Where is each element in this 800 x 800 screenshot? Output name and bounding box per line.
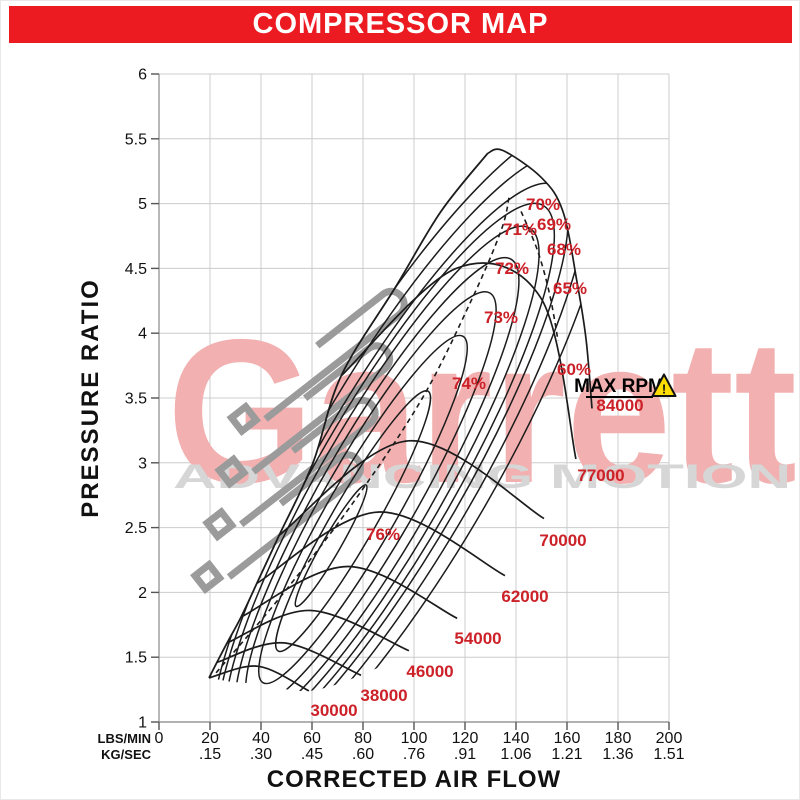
x-tick-label-lbs: 160 (554, 730, 581, 747)
speed-label: 77000 (577, 466, 624, 485)
efficiency-label: 74% (452, 374, 486, 393)
speed-label: 62000 (501, 587, 548, 606)
speed-line-38000 (216, 642, 362, 677)
y-tick-label: 2 (138, 585, 147, 602)
gridlines (158, 73, 670, 723)
efficiency-label: 73% (484, 308, 518, 327)
y-tick-label: 4 (138, 326, 147, 343)
efficiency-label: 70% (526, 195, 560, 214)
x-tick-label-kg: .91 (454, 746, 476, 763)
efficiency-label: 69% (537, 215, 571, 234)
x-tick-label-lbs: 200 (656, 730, 683, 747)
x-tick-label-lbs: 100 (401, 730, 428, 747)
x-tick-label-kg: 1.06 (500, 746, 531, 763)
y-tick-label: 3.5 (125, 391, 147, 408)
speed-label: 84000 (596, 396, 643, 415)
x-axis-unit-lbs-label: LBS/MIN (98, 731, 151, 746)
efficiency-island-73 (258, 334, 468, 685)
peak-efficiency-dashed-branch (520, 211, 559, 342)
speed-label: 38000 (360, 686, 407, 705)
watermark: Garrett ADVANCING MOTION (167, 287, 797, 594)
x-tick-label-lbs: 120 (452, 730, 479, 747)
x-tick-label-lbs: 20 (201, 730, 219, 747)
x-tick-label-lbs: 80 (354, 730, 372, 747)
x-tick-label-lbs: 40 (252, 730, 270, 747)
x-tick-label-kg: 1.36 (602, 746, 633, 763)
x-tick-label-lbs: 0 (155, 730, 164, 747)
surge-line (208, 152, 489, 679)
y-tick-label: 2.5 (125, 520, 147, 537)
y-tick-label: 6 (138, 67, 147, 84)
y-tick-label: 5 (138, 196, 147, 213)
page-title: COMPRESSOR MAP (252, 8, 549, 40)
x-tick-label-lbs: 60 (303, 730, 321, 747)
speed-line-84000 (487, 148, 593, 409)
watermark-tagline-text: ADVANCING MOTION (173, 458, 791, 496)
speed-line-70000 (278, 439, 545, 537)
x-tick-label-kg: .76 (403, 746, 425, 763)
speed-line-54000 (240, 565, 458, 620)
warning-triangle-icon (651, 373, 677, 397)
efficiency-island-69 (216, 202, 556, 692)
x-tick-label-lbs: 140 (503, 730, 530, 747)
y-tick-label: 3 (138, 455, 147, 472)
x-tick-label-kg: 1.21 (551, 746, 582, 763)
peak-efficiency-dashed-line (215, 196, 510, 674)
speed-label: 46000 (406, 662, 453, 681)
speed-line-30000 (208, 665, 310, 692)
x-tick-label-lbs: 180 (605, 730, 632, 747)
y-axis-title: PRESSURE RATIO (77, 278, 104, 518)
speed-label: 54000 (454, 629, 501, 648)
efficiency-island-71 (234, 256, 520, 692)
speed-line-62000 (256, 511, 506, 585)
efficiency-label: 72% (495, 259, 529, 278)
x-tick-label-kg: .15 (199, 746, 221, 763)
x-tick-label-kg: .30 (250, 746, 272, 763)
speed-label: 70000 (539, 531, 586, 550)
speed-line-46000 (226, 609, 410, 652)
title-banner: COMPRESSOR MAP (9, 6, 792, 43)
y-tick-label: 1 (138, 715, 147, 732)
y-tick-label: 4.5 (125, 261, 147, 278)
x-axis-unit-kg-label: KG/SEC (101, 747, 151, 762)
efficiency-label: 65% (553, 279, 587, 298)
efficiency-label: 71% (503, 220, 537, 239)
x-axis-title: CORRECTED AIR FLOW (267, 766, 561, 793)
efficiency-label: 60% (557, 360, 591, 379)
axes: 65.554.543.532.521.510 20.1540.3060.4580.… (125, 67, 685, 764)
y-tick-label: 5.5 (125, 131, 147, 148)
efficiency-island-74 (274, 389, 432, 653)
y-tick-label: 1.5 (125, 650, 147, 667)
annotations: 70% 71% 69% 68% 72% 65% 73% 60% 74% 76% 84000 77000… (310, 195, 677, 720)
speed-line-77000 (340, 262, 577, 460)
efficiency-island-76 (294, 484, 368, 608)
efficiency-island-70 (224, 225, 540, 692)
speed-label: 30000 (310, 701, 357, 720)
efficiency-label: 68% (547, 240, 581, 259)
max-rpm-label: MAX RPM (574, 376, 664, 397)
x-tick-label-kg: .45 (301, 746, 323, 763)
x-tick-label-kg: 1.51 (653, 746, 684, 763)
x-tick-label-kg: .60 (352, 746, 374, 763)
efficiency-island-72 (244, 291, 497, 692)
efficiency-label: 76% (366, 525, 400, 544)
warning-exclamation: ! (662, 382, 666, 397)
